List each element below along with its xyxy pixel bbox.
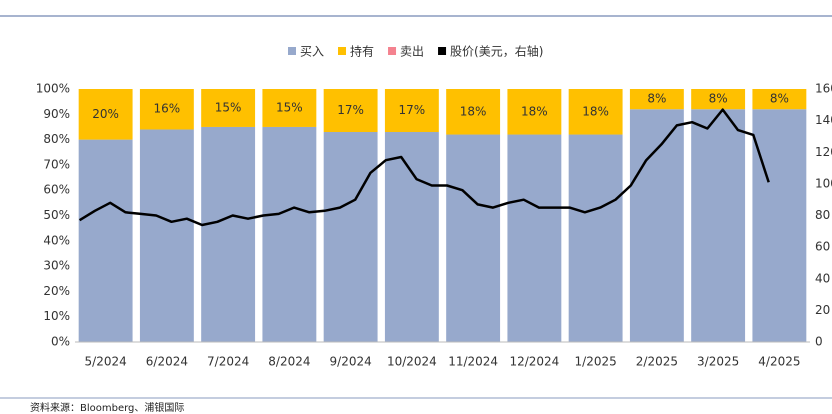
- bar-segment: [323, 132, 378, 342]
- bar-segment: [629, 109, 684, 343]
- bar-segment: [507, 134, 562, 342]
- x-tick-label: 9/2024: [330, 355, 372, 369]
- y-tick-label: 40%: [43, 233, 70, 247]
- y2-tick-label: 100: [815, 176, 832, 190]
- y-tick-label: 60%: [43, 183, 70, 197]
- y2-tick-label: 140: [815, 113, 832, 127]
- bar-segment: [384, 89, 439, 133]
- x-tick-label: 10/2024: [387, 355, 437, 369]
- y-tick-label: 70%: [43, 157, 70, 171]
- bar-label: 8%: [709, 92, 728, 106]
- bar-label: 15%: [276, 100, 303, 114]
- bar-label: 18%: [460, 104, 487, 118]
- legend-label: 持有: [350, 44, 374, 59]
- y-tick-label: 30%: [43, 259, 70, 273]
- bar-label: 16%: [154, 102, 181, 116]
- bar-segment: [384, 132, 439, 342]
- legend-swatch: [288, 47, 296, 55]
- x-tick-label: 4/2025: [758, 355, 800, 369]
- bar-label: 17%: [399, 103, 426, 117]
- y2-tick-label: 120: [815, 145, 832, 159]
- bar-segment: [691, 109, 746, 343]
- y-tick-label: 90%: [43, 107, 70, 121]
- y-tick-label: 10%: [43, 309, 70, 323]
- y2-tick-label: 0: [815, 335, 823, 349]
- source: 资料来源：Bloomberg、浦银国际: [30, 401, 184, 414]
- y-tick-label: 20%: [43, 284, 70, 298]
- y2-tick-label: 80: [815, 208, 830, 222]
- bar-label: 8%: [770, 92, 789, 106]
- legend-label: 股价(美元，右轴): [450, 44, 543, 59]
- x-tick-label: 7/2024: [207, 355, 249, 369]
- legend-label: 卖出: [400, 45, 424, 59]
- legend-swatch: [438, 47, 447, 55]
- bar-label: 17%: [337, 103, 364, 117]
- x-tick-label: 8/2024: [268, 355, 310, 369]
- x-tick-label: 2/2025: [636, 355, 678, 369]
- y-tick-label: 100%: [36, 82, 70, 96]
- bar-segment: [262, 89, 317, 127]
- bar-label: 8%: [647, 92, 666, 106]
- y2-tick-label: 160: [815, 82, 832, 96]
- y-tick-label: 80%: [43, 132, 70, 146]
- bar-segment: [262, 126, 317, 342]
- bar-segment: [201, 89, 256, 127]
- bar-segment: [507, 89, 562, 135]
- bar-segment: [139, 89, 194, 130]
- x-tick-label: 5/2024: [85, 355, 127, 369]
- bar-segment: [446, 134, 501, 342]
- bar-segment: [629, 89, 684, 110]
- x-tick-label: 3/2025: [697, 355, 739, 369]
- legend: 买入 持有 卖出 股价(美元，右轴): [288, 44, 543, 59]
- price-line: [78, 108, 770, 227]
- x-tick-label: 1/2025: [575, 355, 617, 369]
- bar-label: 18%: [582, 104, 609, 118]
- bar-segment: [691, 89, 746, 110]
- y2-tick-label: 40: [815, 271, 830, 285]
- bar-label: 18%: [521, 104, 548, 118]
- x-tick-label: 11/2024: [448, 355, 498, 369]
- bar-label: 15%: [215, 100, 242, 114]
- bar-segment: [139, 129, 194, 342]
- legend-swatch: [338, 47, 347, 55]
- y-tick-label: 50%: [43, 208, 70, 222]
- bar-segment: [568, 134, 623, 342]
- legend-swatch: [388, 47, 397, 55]
- bar-label: 20%: [92, 107, 119, 121]
- legend-label: 买入: [300, 45, 324, 59]
- bar-segment: [323, 89, 378, 133]
- bar-segment: [78, 139, 133, 342]
- bar-segment: [446, 89, 501, 135]
- y-tick-label: 0%: [51, 335, 70, 349]
- bar-segment: [568, 89, 623, 135]
- bar-segment: [752, 89, 807, 110]
- bar-segment: [78, 89, 133, 140]
- x-tick-label: 12/2024: [509, 355, 559, 369]
- y2-tick-label: 60: [815, 240, 830, 254]
- x-tick-label: 6/2024: [146, 355, 188, 369]
- bar-segment: [752, 109, 807, 343]
- bar-segment: [201, 126, 256, 342]
- y2-tick-label: 20: [815, 303, 830, 317]
